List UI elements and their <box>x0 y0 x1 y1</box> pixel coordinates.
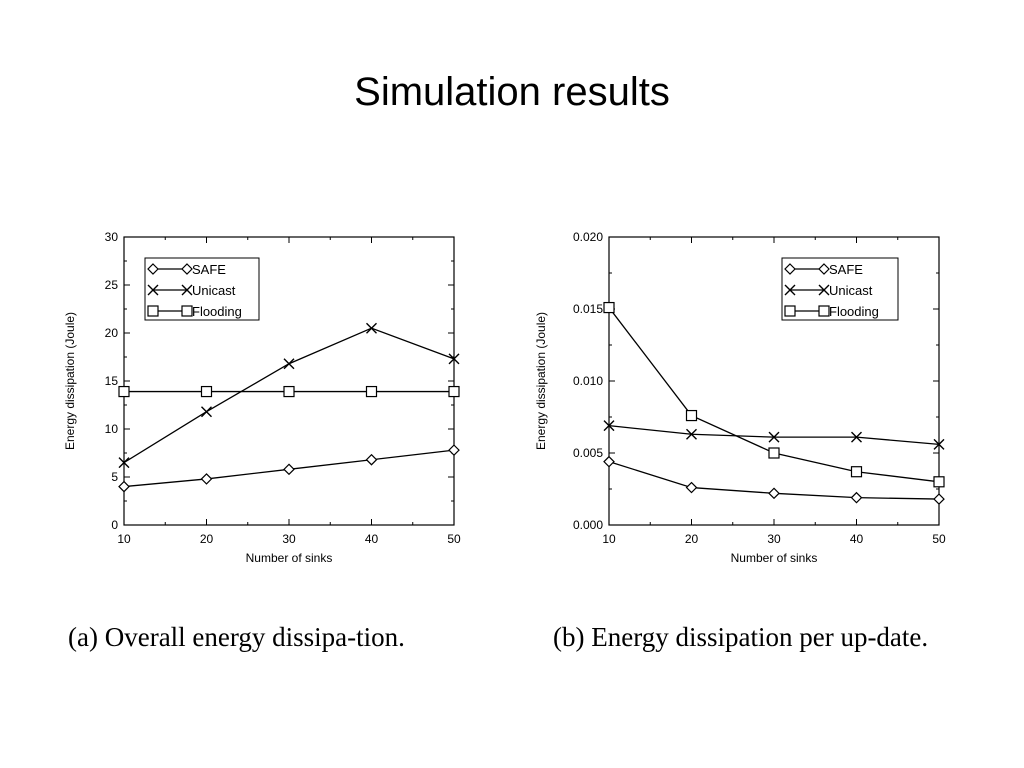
y-tick-label: 30 <box>105 230 119 244</box>
legend-label-safe: SAFE <box>192 262 226 277</box>
x-tick-label: 20 <box>685 532 699 546</box>
legend-marker-flooding <box>181 305 193 317</box>
x-tick-label: 50 <box>932 532 946 546</box>
legend-marker-flooding <box>818 305 830 317</box>
legend-label-flooding: Flooding <box>192 304 242 319</box>
x-tick-label: 20 <box>200 532 214 546</box>
data-point-safe <box>200 473 213 485</box>
legend-marker-flooding <box>784 305 796 317</box>
legend-marker-unicast <box>181 284 193 296</box>
legend-marker-safe <box>181 263 193 275</box>
data-point-safe <box>850 491 863 504</box>
legend-marker-flooding <box>147 305 159 317</box>
legend-label-safe: SAFE <box>829 262 863 277</box>
y-tick-label: 10 <box>105 422 119 436</box>
data-point-safe <box>448 444 460 456</box>
y-tick-label: 0.015 <box>573 302 603 316</box>
data-point-unicast <box>686 428 697 440</box>
x-tick-label: 40 <box>850 532 864 546</box>
legend: SAFE Unicast Flooding <box>781 257 899 321</box>
data-point-flooding <box>685 409 698 422</box>
data-point-unicast <box>768 431 780 443</box>
data-point-safe <box>768 487 780 500</box>
data-point-flooding <box>283 385 295 398</box>
data-point-unicast <box>448 353 460 365</box>
data-point-unicast <box>851 431 862 443</box>
data-point-flooding <box>448 385 460 398</box>
legend-marker-unicast <box>818 284 830 296</box>
data-point-safe <box>283 463 295 476</box>
data-point-unicast <box>933 438 945 450</box>
x-tick-label: 40 <box>365 532 379 546</box>
data-point-flooding <box>850 466 863 478</box>
y-tick-label: 25 <box>105 278 119 292</box>
legend-marker-safe <box>784 263 796 275</box>
data-point-safe <box>685 481 698 494</box>
data-point-safe <box>118 480 130 493</box>
x-tick-label: 50 <box>447 532 461 546</box>
data-point-unicast <box>201 406 212 418</box>
legend-marker-safe <box>147 263 159 275</box>
y-tick-label: 0.010 <box>573 374 603 388</box>
caption-a: (a) Overall energy dissipa-tion. <box>68 622 405 652</box>
data-point-unicast <box>118 457 130 469</box>
y-tick-label: 15 <box>105 374 119 388</box>
data-point-flooding <box>768 447 780 459</box>
caption-b: (b) Energy dissipation per up-date. <box>553 622 929 652</box>
series-line-unicast <box>608 424 940 446</box>
data-point-flooding <box>603 301 615 314</box>
x-tick-label: 30 <box>767 532 781 546</box>
x-tick-label: 10 <box>117 532 131 546</box>
x-axis-label: Number of sinks <box>731 551 818 565</box>
slide-title: Simulation results <box>354 70 670 114</box>
legend-box <box>144 257 260 321</box>
y-tick-label: 0 <box>111 518 118 532</box>
data-point-unicast <box>366 322 377 334</box>
data-point-unicast <box>603 420 615 432</box>
legend-label-unicast: Unicast <box>829 283 873 298</box>
legend-label-flooding: Flooding <box>829 304 879 319</box>
data-point-safe <box>933 493 945 505</box>
y-axis-label: Energy dissipation (Joule) <box>63 312 77 450</box>
chart-overall-energy: 10 20 30 40 50 0 5 10 15 20 25 30 Number of sinks Ene… <box>63 230 461 565</box>
y-tick-label: 0.000 <box>573 518 603 532</box>
y-tick-label: 0.005 <box>573 446 603 460</box>
data-point-flooding <box>200 385 213 398</box>
data-point-flooding <box>933 476 945 488</box>
legend-marker-unicast <box>147 284 159 296</box>
chart-energy-per-update: 10 20 30 40 50 0.000 0.005 0.010 0.015 0.020 Numbe… <box>534 230 946 565</box>
data-point-unicast <box>283 358 295 370</box>
data-point-safe <box>365 453 378 466</box>
x-tick-label: 30 <box>282 532 296 546</box>
y-tick-label: 0.020 <box>573 230 603 244</box>
y-tick-label: 20 <box>105 326 119 340</box>
y-tick-label: 5 <box>111 470 118 484</box>
legend-marker-safe <box>818 263 830 275</box>
data-point-flooding <box>365 385 378 398</box>
y-axis-label: Energy dissipation (Joule) <box>534 312 548 450</box>
x-axis-label: Number of sinks <box>246 551 333 565</box>
x-tick-label: 10 <box>602 532 616 546</box>
legend-label-unicast: Unicast <box>192 283 236 298</box>
data-point-flooding <box>118 385 130 398</box>
legend: SAFE Unicast Flooding <box>144 257 260 321</box>
legend-box <box>781 257 899 321</box>
legend-marker-unicast <box>784 284 796 296</box>
data-point-safe <box>603 455 615 468</box>
